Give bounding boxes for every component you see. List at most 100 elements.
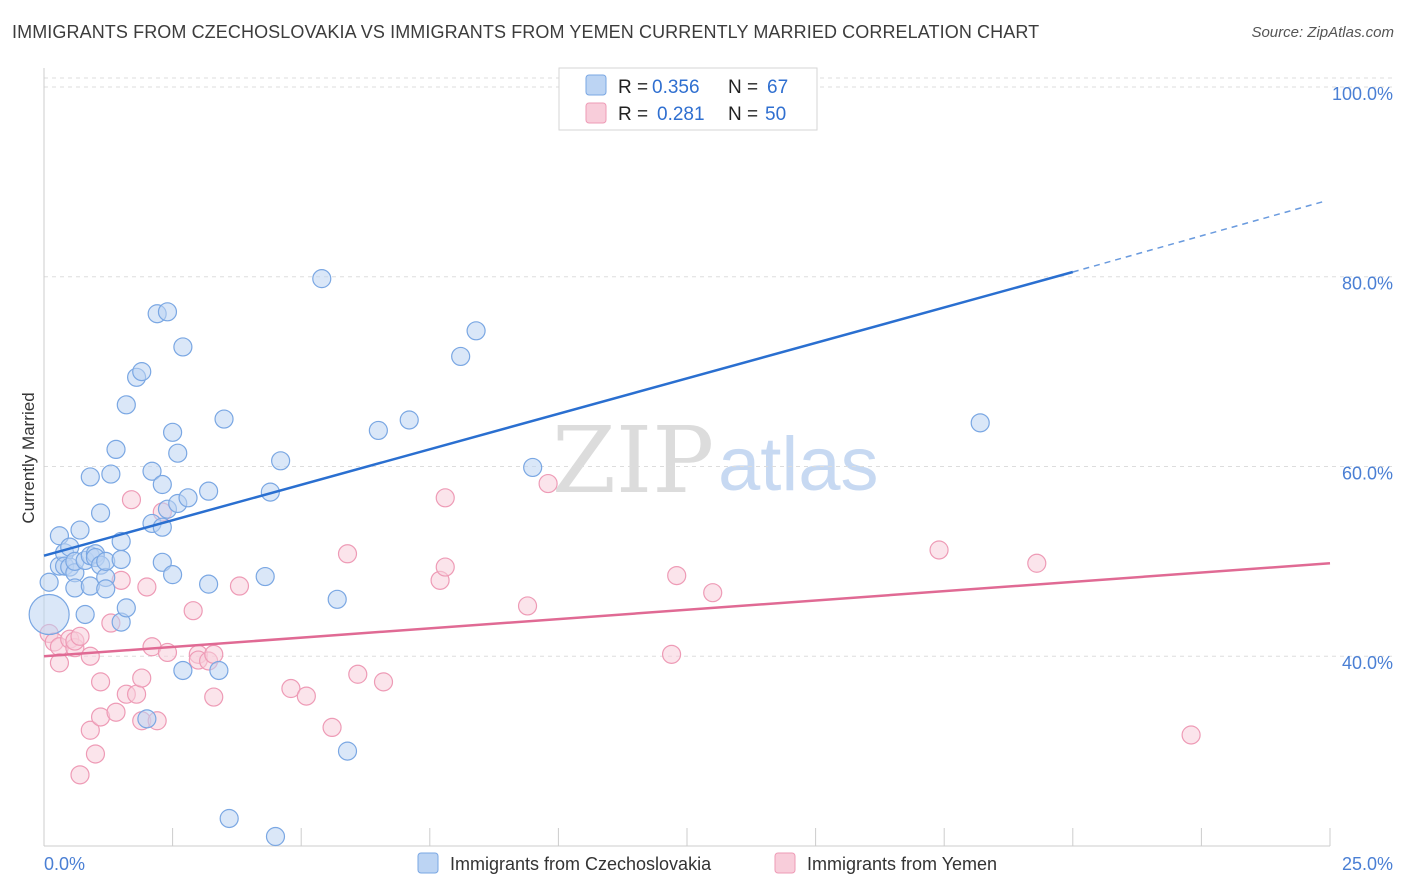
czechoslovakia-point-25 <box>106 439 126 460</box>
yemen-point-50 <box>1181 725 1201 745</box>
x-tick-label-max: 25.0% <box>1342 854 1393 874</box>
trend-lines <box>43 200 1331 658</box>
bottom-legend-swatch-yemen <box>774 852 796 874</box>
y-tick-labels: 40.0% 60.0% 80.0% 100.0% <box>1332 84 1393 673</box>
gridlines <box>44 77 1393 657</box>
yemen-point-41 <box>435 557 455 577</box>
czechoslovakia-point-54 <box>255 566 275 587</box>
yemen-point-9 <box>80 646 100 666</box>
czechoslovakia-point-44 <box>168 443 188 463</box>
czechoslovakia-point-33 <box>137 709 157 729</box>
bottom-legend-swatch-czechoslovakia <box>417 852 439 874</box>
yemen-point-36 <box>322 717 342 738</box>
chart-source: Source: ZipAtlas.com <box>1251 24 1394 41</box>
czechoslovakia-point-24 <box>101 464 121 484</box>
czechoslovakia-point-11 <box>70 520 90 540</box>
czechoslovakia-point-1 <box>28 593 70 636</box>
czechoslovakia-point-41 <box>157 302 178 322</box>
yemen-point-8 <box>70 765 90 785</box>
czechoslovakia-point-62 <box>399 410 419 430</box>
yemen-point-47 <box>703 583 723 603</box>
legend-n-label-1: N = <box>728 77 758 98</box>
yemen-point-48 <box>929 540 949 560</box>
yemen-point-45 <box>661 644 682 664</box>
yemen-trend-line <box>43 562 1331 658</box>
yemen-point-7 <box>70 626 90 646</box>
czechoslovakia-point-63 <box>451 346 471 367</box>
czechoslovakia-point-38 <box>152 474 172 495</box>
legend-r-label-2: R = <box>618 104 648 125</box>
czechoslovakia-point-49 <box>199 574 219 594</box>
czechoslovakia-point-65 <box>523 457 543 478</box>
y-tick-label-100: 100.0% <box>1332 84 1393 104</box>
yemen-point-21 <box>132 668 152 688</box>
czechoslovakia-point-50 <box>199 481 219 501</box>
czechoslovakia-point-52 <box>214 409 234 429</box>
yemen-point-38 <box>348 664 368 684</box>
czechoslovakia-point-46 <box>173 337 193 357</box>
czechoslovakia-point-59 <box>327 589 347 609</box>
yemen-point-19 <box>126 684 147 704</box>
yemen-point-49 <box>1027 553 1047 573</box>
czechoslovakia-trend-line <box>43 270 1074 557</box>
yemen-point-32 <box>204 644 224 664</box>
czechoslovakia-point-66 <box>970 413 990 433</box>
czechoslovakia-point-56 <box>265 826 286 847</box>
yemen-point-10 <box>80 720 100 740</box>
czechoslovakia-point-23 <box>96 579 116 599</box>
czechoslovakia-point-12 <box>75 604 95 625</box>
watermark-atlas: atlas <box>718 422 879 507</box>
czechoslovakia-point-29 <box>116 395 136 415</box>
legend-n-value-1: 67 <box>767 77 788 98</box>
series-czechoslovakia-points <box>28 269 990 847</box>
legend-n-value-2: 50 <box>765 104 786 125</box>
yemen-point-15 <box>106 702 126 722</box>
czechoslovakia-point-47 <box>173 660 193 681</box>
yemen-point-44 <box>538 473 558 494</box>
yemen-point-42 <box>435 488 455 508</box>
y-tick-label-40: 40.0% <box>1342 653 1393 673</box>
czechoslovakia-point-53 <box>219 808 239 829</box>
czechoslovakia-point-35 <box>142 461 162 481</box>
yemen-point-46 <box>667 565 687 586</box>
yemen-point-35 <box>296 686 316 706</box>
czechoslovakia-point-60 <box>337 741 358 761</box>
legend-swatch-yemen <box>585 102 607 124</box>
legend-n-label-2: N = <box>728 104 758 125</box>
yemen-point-33 <box>229 576 250 596</box>
czechoslovakia-point-57 <box>271 451 291 471</box>
bottom-legend: Immigrants from Czechoslovakia Immigrant… <box>417 852 997 874</box>
x-tick-marks <box>43 828 1331 846</box>
czechoslovakia-point-0 <box>39 572 59 592</box>
legend-r-label-1: R = <box>618 77 648 98</box>
yemen-point-37 <box>337 544 358 564</box>
czechoslovakia-point-30 <box>116 598 136 618</box>
yemen-point-11 <box>85 744 106 764</box>
czechoslovakia-point-28 <box>111 531 131 552</box>
chart-title: IMMIGRANTS FROM CZECHOSLOVAKIA VS IMMIGR… <box>12 22 1040 42</box>
legend-swatch-czechoslovakia <box>585 74 607 96</box>
legend-r-value-2: 0.281 <box>657 104 705 125</box>
czechoslovakia-point-48 <box>178 488 198 508</box>
yemen-point-18 <box>121 490 142 510</box>
legend-r-value-1: 0.356 <box>652 77 700 98</box>
bottom-legend-label-czechoslovakia: Immigrants from Czechoslovakia <box>450 854 712 874</box>
yemen-point-31 <box>204 687 224 707</box>
czechoslovakia-point-37 <box>152 552 172 572</box>
czechoslovakia-trend-extension <box>1072 200 1327 273</box>
watermark-zip: ZIP <box>552 407 714 514</box>
czechoslovakia-point-51 <box>209 660 229 681</box>
yemen-point-43 <box>517 596 538 616</box>
yemen-point-13 <box>90 672 111 692</box>
czechoslovakia-point-64 <box>466 321 486 341</box>
czechoslovakia-point-61 <box>368 420 388 441</box>
y-axis-title: Currently Married <box>19 392 38 523</box>
czechoslovakia-point-14 <box>80 467 100 487</box>
yemen-point-27 <box>183 601 203 621</box>
legend-box: R = 0.356 N = 67 R = 0.281 N = 50 <box>558 67 818 131</box>
czechoslovakia-point-43 <box>163 565 183 585</box>
yemen-point-34 <box>281 678 301 699</box>
czechoslovakia-point-20 <box>90 503 111 523</box>
czechoslovakia-point-42 <box>163 422 183 442</box>
